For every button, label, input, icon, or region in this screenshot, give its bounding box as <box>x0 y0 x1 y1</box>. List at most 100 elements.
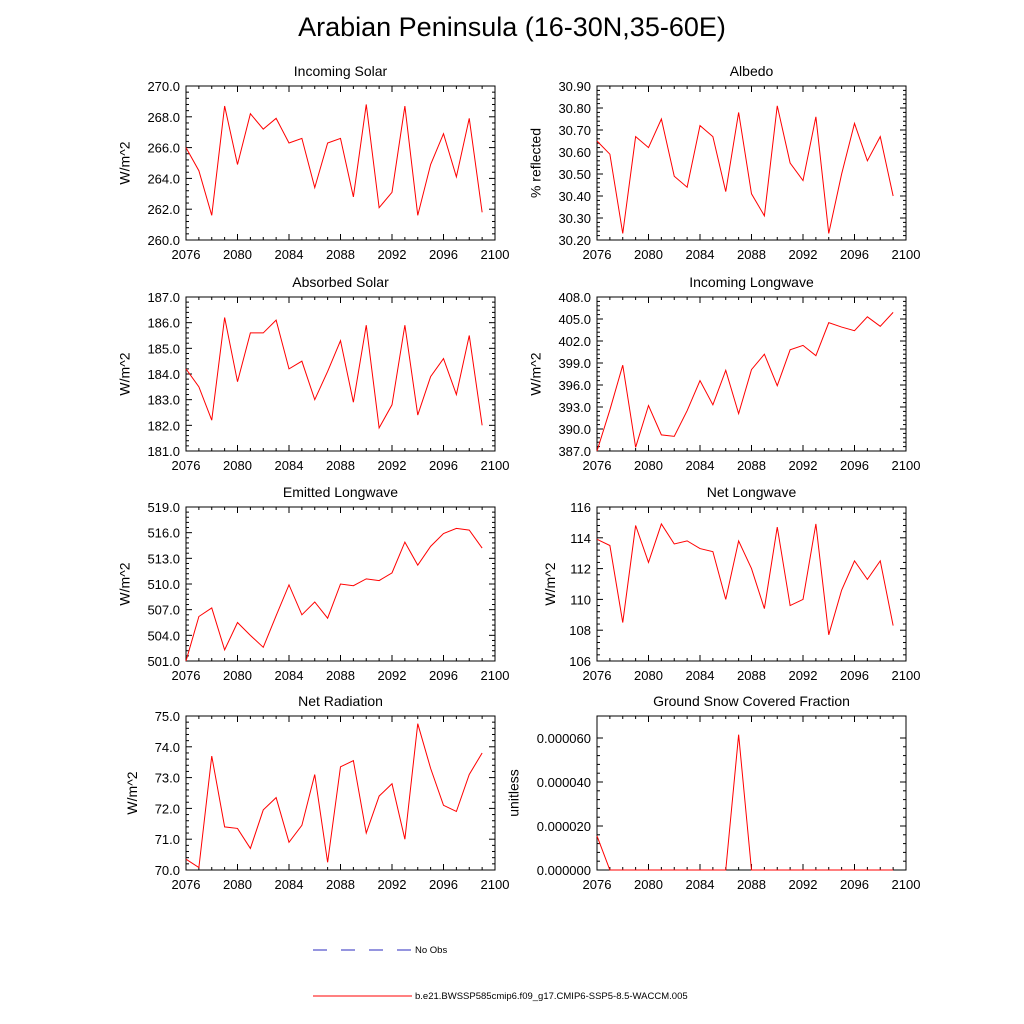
y-tick-label: 396.0 <box>558 378 591 393</box>
x-tick-label: 2076 <box>172 668 201 683</box>
y-axis-label: unitless <box>506 769 522 816</box>
x-tick-label: 2100 <box>892 247 921 262</box>
x-tick-label: 2096 <box>840 877 869 892</box>
chart-panel: 2076 2080 2084 2088 2092 2096 2100 30.20 30.30 30… <box>528 63 921 262</box>
series-line <box>596 522 894 635</box>
x-tick-label: 2088 <box>326 458 355 473</box>
y-tick-label: 181.0 <box>147 444 180 459</box>
series-line <box>596 312 894 452</box>
y-tick-label: 387.0 <box>558 444 591 459</box>
y-tick-label: 30.20 <box>558 233 591 248</box>
x-tick-label: 2096 <box>429 668 458 683</box>
y-tick-label: 183.0 <box>147 393 180 408</box>
panel-title: Absorbed Solar <box>292 274 389 290</box>
x-tick-label: 2088 <box>737 458 766 473</box>
y-tick-label: 266.0 <box>147 141 180 156</box>
y-tick-label: 399.0 <box>558 356 591 371</box>
y-tick-label: 513.0 <box>147 551 180 566</box>
y-tick-label: 73.0 <box>155 771 180 786</box>
y-tick-label: 184.0 <box>147 367 180 382</box>
chart-panel: 2076 2080 2084 2088 2092 2096 2100 0.000000 0.00… <box>506 693 921 892</box>
y-tick-label: 507.0 <box>147 603 180 618</box>
x-tick-label: 2092 <box>789 668 818 683</box>
x-tick-label: 2092 <box>378 668 407 683</box>
y-tick-label: 260.0 <box>147 233 180 248</box>
y-tick-label: 0.000040 <box>537 775 591 790</box>
chart-panel: 2076 2080 2084 2088 2092 2096 2100 70.0 71.0 72.0… <box>124 693 510 892</box>
y-tick-label: 70.0 <box>155 863 180 878</box>
x-tick-label: 2080 <box>223 247 252 262</box>
x-tick-label: 2080 <box>634 877 663 892</box>
x-tick-label: 2088 <box>737 877 766 892</box>
x-tick-label: 2096 <box>429 877 458 892</box>
y-tick-label: 30.80 <box>558 101 591 116</box>
series-line <box>185 104 483 216</box>
x-tick-label: 2084 <box>686 668 715 683</box>
x-tick-label: 2092 <box>789 877 818 892</box>
x-tick-label: 2080 <box>223 458 252 473</box>
x-tick-label: 2076 <box>172 877 201 892</box>
y-tick-label: 108 <box>569 623 591 638</box>
chart-panel: 2076 2080 2084 2088 2092 2096 2100 501.0 504.0 50… <box>117 484 510 683</box>
y-tick-label: 30.50 <box>558 167 591 182</box>
x-tick-label: 2100 <box>892 668 921 683</box>
x-tick-label: 2092 <box>378 458 407 473</box>
x-tick-label: 2084 <box>686 458 715 473</box>
plot-frame <box>185 85 496 241</box>
y-tick-label: 270.0 <box>147 79 180 94</box>
plot-frame <box>596 296 907 452</box>
y-tick-label: 519.0 <box>147 500 180 515</box>
x-tick-label: 2092 <box>789 247 818 262</box>
y-tick-label: 0.000020 <box>537 819 591 834</box>
plot-frame <box>596 715 907 871</box>
plot-frame <box>185 715 496 871</box>
x-tick-label: 2088 <box>737 247 766 262</box>
x-tick-label: 2088 <box>326 247 355 262</box>
chart-panel: 2076 2080 2084 2088 2092 2096 2100 387.0 390.0 39… <box>528 274 921 473</box>
y-tick-label: 30.60 <box>558 145 591 160</box>
x-tick-label: 2076 <box>583 668 612 683</box>
x-tick-label: 2088 <box>326 877 355 892</box>
x-tick-label: 2084 <box>275 877 304 892</box>
panel-title: Net Longwave <box>707 484 797 500</box>
x-tick-label: 2096 <box>429 247 458 262</box>
x-tick-label: 2080 <box>634 668 663 683</box>
y-tick-label: 187.0 <box>147 290 180 305</box>
y-axis-label: W/m^2 <box>528 352 544 395</box>
x-tick-label: 2088 <box>326 668 355 683</box>
x-tick-label: 2076 <box>583 877 612 892</box>
series-line <box>596 105 894 234</box>
y-axis-label: % reflected <box>528 128 544 198</box>
panel-title: Ground Snow Covered Fraction <box>653 693 850 709</box>
x-tick-label: 2080 <box>634 458 663 473</box>
y-axis-label: W/m^2 <box>117 141 133 184</box>
x-tick-label: 2100 <box>481 668 510 683</box>
x-tick-label: 2096 <box>429 458 458 473</box>
x-tick-label: 2084 <box>275 458 304 473</box>
y-tick-label: 408.0 <box>558 290 591 305</box>
x-tick-label: 2100 <box>892 458 921 473</box>
y-tick-label: 393.0 <box>558 400 591 415</box>
panel-title: Incoming Longwave <box>689 274 814 290</box>
y-tick-label: 114 <box>570 531 591 546</box>
x-tick-label: 2076 <box>172 247 201 262</box>
x-tick-label: 2076 <box>583 458 612 473</box>
x-tick-label: 2096 <box>840 247 869 262</box>
series-line <box>185 317 483 430</box>
y-tick-label: 75.0 <box>155 709 180 724</box>
y-tick-label: 402.0 <box>558 334 591 349</box>
y-axis-label: W/m^2 <box>117 562 133 605</box>
y-axis-label: W/m^2 <box>117 352 133 395</box>
y-tick-label: 0.000060 <box>537 731 591 746</box>
legend-obs-label: No Obs <box>415 945 447 956</box>
x-tick-label: 2084 <box>686 247 715 262</box>
y-tick-label: 510.0 <box>147 577 180 592</box>
chart-panel: 2076 2080 2084 2088 2092 2096 2100 260.0 262.0 26… <box>117 63 510 262</box>
y-tick-label: 262.0 <box>147 202 180 217</box>
y-tick-label: 30.30 <box>558 211 591 226</box>
x-tick-label: 2084 <box>686 877 715 892</box>
legend: No Obs b.e21.BWSSP585cmip6.f09_g17.CMIP6… <box>313 945 688 1002</box>
chart-panels: 2076 2080 2084 2088 2092 2096 2100 260.0 262.0 26… <box>117 63 921 892</box>
y-tick-label: 71.0 <box>155 832 180 847</box>
y-axis-label: W/m^2 <box>124 771 140 814</box>
